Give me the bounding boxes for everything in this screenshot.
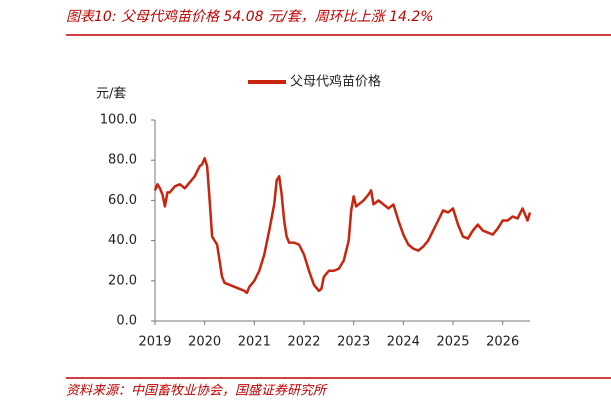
y-tick-label: 20.0: [108, 273, 137, 288]
y-tick-label: 0.0: [116, 314, 137, 329]
x-tick-label: 2022: [287, 335, 320, 350]
source-note: 资料来源：中国畜牧业协会，国盛证券研究所: [66, 383, 328, 399]
y-tick-label: 40.0: [108, 233, 137, 248]
x-tick-label: 2020: [188, 335, 221, 350]
y-axis-label: 元/套: [96, 86, 126, 102]
x-tick-label: 2026: [486, 335, 519, 350]
x-tick-label: 2023: [337, 335, 370, 350]
x-tick-label: 2019: [138, 335, 171, 350]
x-tick-label: 2025: [436, 335, 469, 350]
y-tick-label: 60.0: [108, 193, 137, 208]
y-tick-label: 80.0: [108, 153, 137, 168]
x-tick-label: 2021: [238, 335, 271, 350]
x-tick-label: 2024: [387, 335, 420, 350]
line-series: [153, 156, 532, 295]
legend-label: 父母代鸡苗价格: [290, 74, 381, 90]
chart-title: 图表10: 父母代鸡苗价格 54.08 元/套，周环比上涨 14.2%: [66, 9, 434, 25]
y-tick-label: 100.0: [100, 113, 137, 128]
